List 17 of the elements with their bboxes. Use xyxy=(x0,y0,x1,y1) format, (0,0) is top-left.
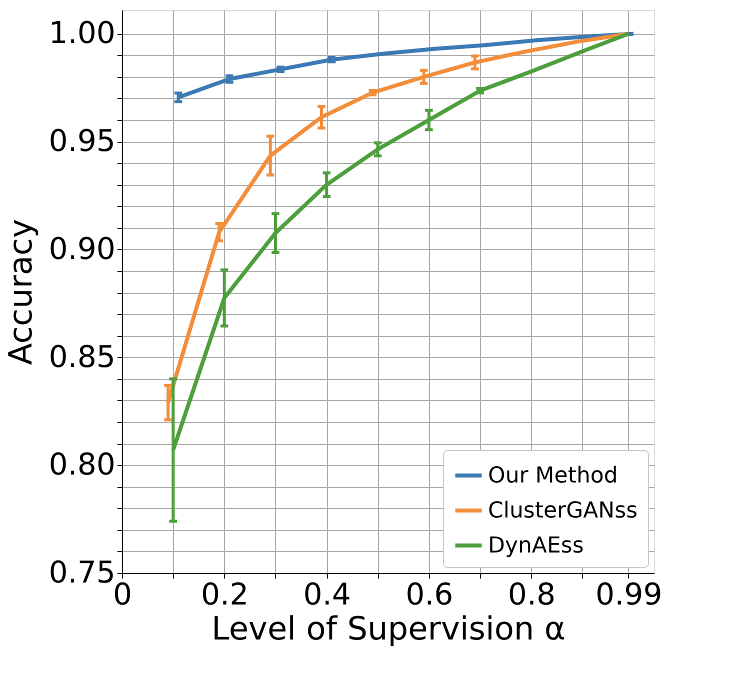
legend-label: DynAEss xyxy=(488,534,584,558)
y-tick-label: 1.00 xyxy=(48,16,116,52)
x-tick-label: 0.99 xyxy=(596,578,662,612)
y-tick-label: 0.80 xyxy=(48,448,116,483)
x-tick-label: 0.8 xyxy=(508,578,556,612)
y-tick-label: 0.90 xyxy=(48,232,116,267)
x-axis-title: Level of Supervision α xyxy=(212,610,566,648)
legend-label: ClusterGANss xyxy=(488,498,638,524)
y-tick-label: 0.95 xyxy=(48,124,116,160)
x-tick-label: 0.4 xyxy=(303,578,351,612)
x-tick-label: 0.6 xyxy=(406,578,454,612)
legend-label: Our Method xyxy=(488,464,618,488)
x-tick-label: 0.2 xyxy=(200,578,249,612)
y-tick-label: 0.75 xyxy=(48,556,116,590)
y-tick-label: 0.85 xyxy=(48,340,116,375)
x-tick-label: 0 xyxy=(112,578,132,612)
y-axis-title: Accuracy xyxy=(2,218,40,366)
